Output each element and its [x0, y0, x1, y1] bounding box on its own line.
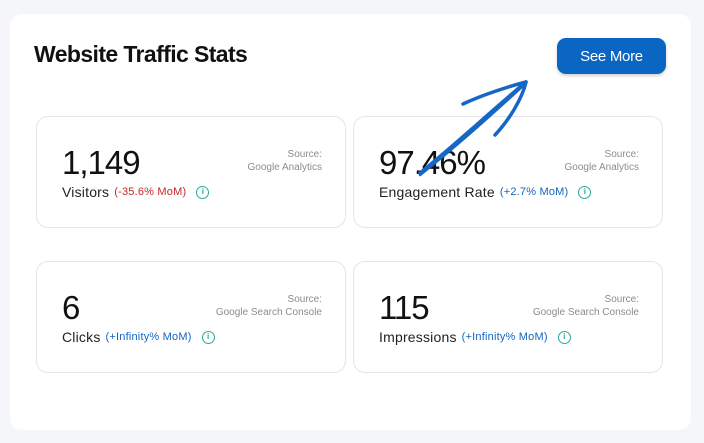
info-icon[interactable]: i — [578, 185, 592, 199]
stat-label: Visitors — [62, 184, 110, 200]
stat-change: (+2.7% MoM) — [499, 186, 569, 198]
source-name: Google Search Console — [215, 307, 322, 318]
stat-label: Engagement Rate — [379, 184, 495, 200]
stat-label: Impressions — [379, 329, 457, 345]
stat-source: Source: Google Analytics — [248, 148, 323, 174]
info-icon[interactable]: i — [557, 330, 571, 344]
stat-card-clicks: 6 Source: Google Search Console Clicks (… — [36, 261, 346, 373]
stat-value: 115 — [379, 289, 430, 326]
stat-change: (+Infinity% MoM) — [105, 331, 192, 343]
metric-line: Engagement Rate (+2.7% MoM) i — [379, 184, 592, 200]
source-label: Source: — [287, 149, 322, 160]
source-label: Source: — [287, 294, 322, 305]
stat-card-visitors: 1,149 Source: Google Analytics Visitors … — [36, 116, 346, 228]
stat-change: (-35.6% MoM) — [114, 186, 187, 198]
see-more-button[interactable]: See More — [557, 38, 666, 74]
stat-label: Clicks — [62, 329, 101, 345]
stat-card-impressions: 115 Source: Google Search Console Impres… — [353, 261, 663, 373]
metric-line: Clicks (+Infinity% MoM) i — [62, 329, 215, 345]
metric-line: Impressions (+Infinity% MoM) i — [379, 329, 571, 345]
stat-change: (+Infinity% MoM) — [461, 331, 548, 343]
stat-card-engagement-rate: 97.46% Source: Google Analytics Engageme… — [353, 116, 663, 228]
metric-line: Visitors (-35.6% MoM) i — [62, 184, 210, 200]
source-name: Google Search Console — [532, 307, 639, 318]
stat-value: 1,149 — [62, 144, 141, 181]
stat-value: 97.46% — [379, 144, 486, 181]
info-icon[interactable]: i — [196, 185, 210, 199]
stat-source: Source: Google Analytics — [565, 148, 640, 174]
source-label: Source: — [604, 294, 639, 305]
stat-source: Source: Google Search Console — [533, 293, 639, 319]
info-icon[interactable]: i — [201, 330, 215, 344]
source-name: Google Analytics — [564, 162, 640, 173]
stat-value: 6 — [62, 289, 80, 326]
stat-source: Source: Google Search Console — [216, 293, 322, 319]
source-label: Source: — [604, 149, 639, 160]
page-title: Website Traffic Stats — [34, 41, 248, 67]
source-name: Google Analytics — [247, 162, 323, 173]
